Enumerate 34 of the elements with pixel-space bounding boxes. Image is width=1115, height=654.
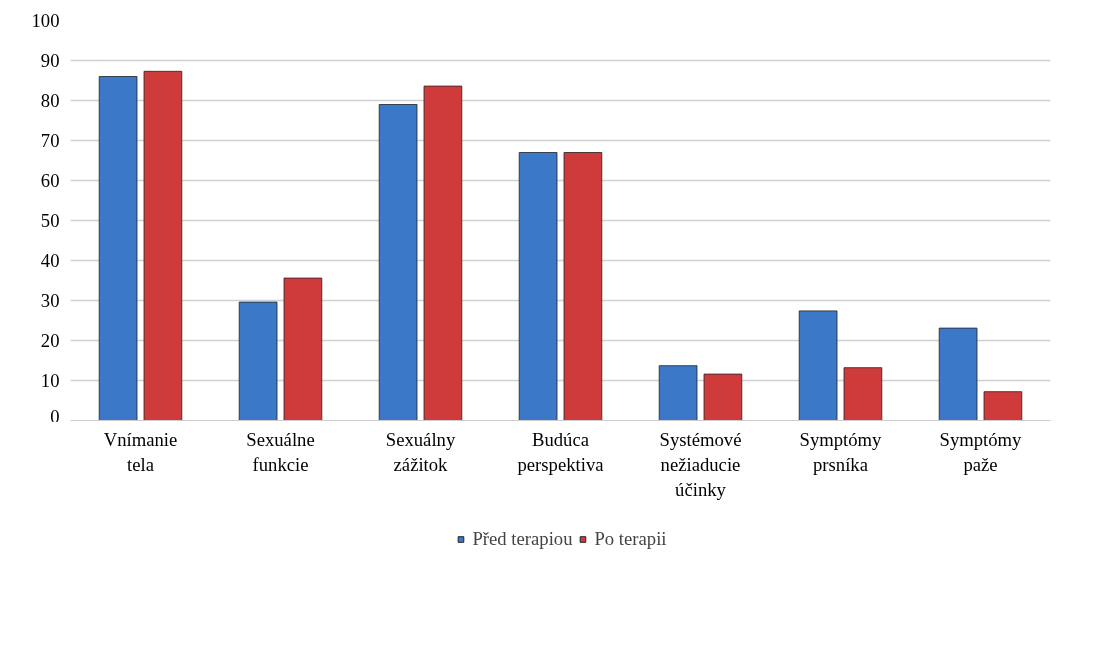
y-tick-label: 10 [40, 370, 60, 391]
y-tick-label: 60 [40, 170, 60, 191]
y-tick-label: 20 [40, 330, 60, 351]
x-tick-label: Vnímanie tela [103, 428, 178, 475]
bar [798, 310, 838, 421]
bar [143, 70, 183, 421]
bar [518, 152, 558, 421]
bar [938, 327, 978, 421]
y-tick-label: 50 [40, 210, 60, 231]
bar [563, 152, 603, 421]
bar [283, 277, 323, 421]
bar [238, 301, 278, 421]
bar [983, 391, 1023, 421]
x-tick-label: Symptómy paže [939, 428, 1023, 475]
bar [703, 373, 743, 421]
x-tick-label: Symptómy prsníka [799, 428, 883, 475]
y-tick-label: 30 [40, 290, 60, 311]
legend-label: Po terapii [594, 528, 667, 550]
y-tick-label: 40 [40, 250, 60, 271]
bar [423, 85, 463, 421]
y-tick-label: 0 [50, 405, 60, 427]
x-tick-label: Sexuálne funkcie [246, 428, 315, 475]
y-tick-label: 70 [40, 130, 60, 151]
bar [378, 104, 418, 421]
x-tick-label: Sexuálny zážitok [385, 428, 456, 475]
x-tick-label: Systémové nežiaducie účinky [659, 428, 742, 500]
y-tick-label: 80 [40, 90, 60, 111]
x-tick-label: Budúca perspektiva [517, 428, 605, 475]
bar [98, 76, 138, 421]
y-tick-label: 100 [31, 10, 60, 31]
legend-label: Před terapiou [472, 528, 573, 550]
y-tick-label: 90 [40, 50, 60, 71]
bar [658, 365, 698, 421]
bar [843, 367, 883, 421]
